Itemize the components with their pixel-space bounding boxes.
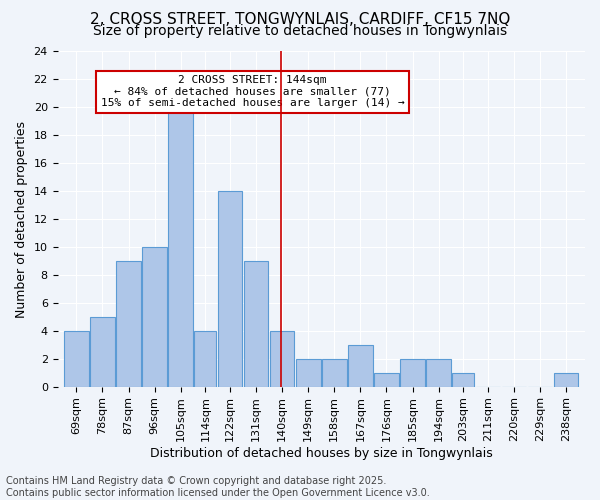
Bar xyxy=(244,261,268,386)
Bar xyxy=(554,372,578,386)
Bar xyxy=(270,330,295,386)
Bar xyxy=(142,247,167,386)
Bar xyxy=(116,261,141,386)
Text: 2, CROSS STREET, TONGWYNLAIS, CARDIFF, CF15 7NQ: 2, CROSS STREET, TONGWYNLAIS, CARDIFF, C… xyxy=(90,12,510,28)
Y-axis label: Number of detached properties: Number of detached properties xyxy=(15,120,28,318)
Text: Size of property relative to detached houses in Tongwynlais: Size of property relative to detached ho… xyxy=(93,24,507,38)
Bar xyxy=(296,358,320,386)
Bar xyxy=(64,330,89,386)
X-axis label: Distribution of detached houses by size in Tongwynlais: Distribution of detached houses by size … xyxy=(150,447,493,460)
Text: Contains HM Land Registry data © Crown copyright and database right 2025.
Contai: Contains HM Land Registry data © Crown c… xyxy=(6,476,430,498)
Bar xyxy=(374,372,399,386)
Bar xyxy=(427,358,451,386)
Bar xyxy=(169,108,193,386)
Bar xyxy=(400,358,425,386)
Bar xyxy=(194,330,216,386)
Bar xyxy=(90,317,115,386)
Bar xyxy=(348,344,373,387)
Text: 2 CROSS STREET: 144sqm
← 84% of detached houses are smaller (77)
15% of semi-det: 2 CROSS STREET: 144sqm ← 84% of detached… xyxy=(101,75,404,108)
Bar xyxy=(452,372,474,386)
Bar xyxy=(322,358,347,386)
Bar xyxy=(218,191,242,386)
